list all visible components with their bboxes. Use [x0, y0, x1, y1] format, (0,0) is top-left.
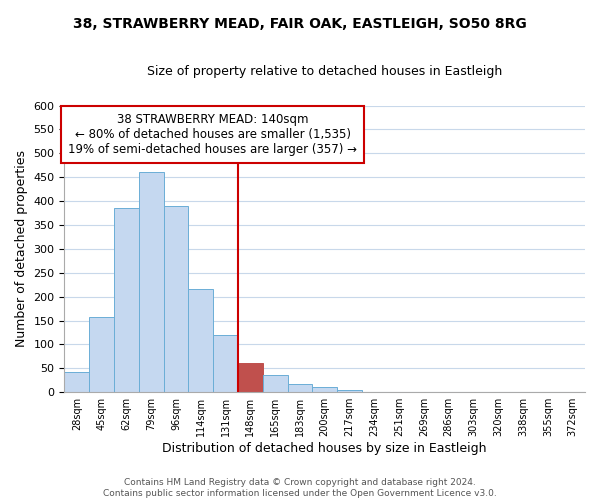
Bar: [64, 372, 89, 392]
Bar: [139, 172, 164, 392]
Bar: [313, 388, 337, 392]
Bar: [188, 288, 213, 392]
Bar: [114, 208, 139, 392]
Bar: [238, 362, 263, 392]
Bar: [337, 390, 362, 392]
Text: 38 STRAWBERRY MEAD: 140sqm
← 80% of detached houses are smaller (1,535)
19% of s: 38 STRAWBERRY MEAD: 140sqm ← 80% of deta…: [68, 112, 357, 156]
Bar: [213, 335, 238, 392]
Text: 38, STRAWBERRY MEAD, FAIR OAK, EASTLEIGH, SO50 8RG: 38, STRAWBERRY MEAD, FAIR OAK, EASTLEIGH…: [73, 18, 527, 32]
X-axis label: Distribution of detached houses by size in Eastleigh: Distribution of detached houses by size …: [163, 442, 487, 455]
Text: Contains HM Land Registry data © Crown copyright and database right 2024.
Contai: Contains HM Land Registry data © Crown c…: [103, 478, 497, 498]
Bar: [164, 206, 188, 392]
Bar: [89, 316, 114, 392]
Title: Size of property relative to detached houses in Eastleigh: Size of property relative to detached ho…: [147, 65, 502, 78]
Y-axis label: Number of detached properties: Number of detached properties: [15, 150, 28, 348]
Bar: [263, 376, 287, 392]
Bar: [287, 384, 313, 392]
